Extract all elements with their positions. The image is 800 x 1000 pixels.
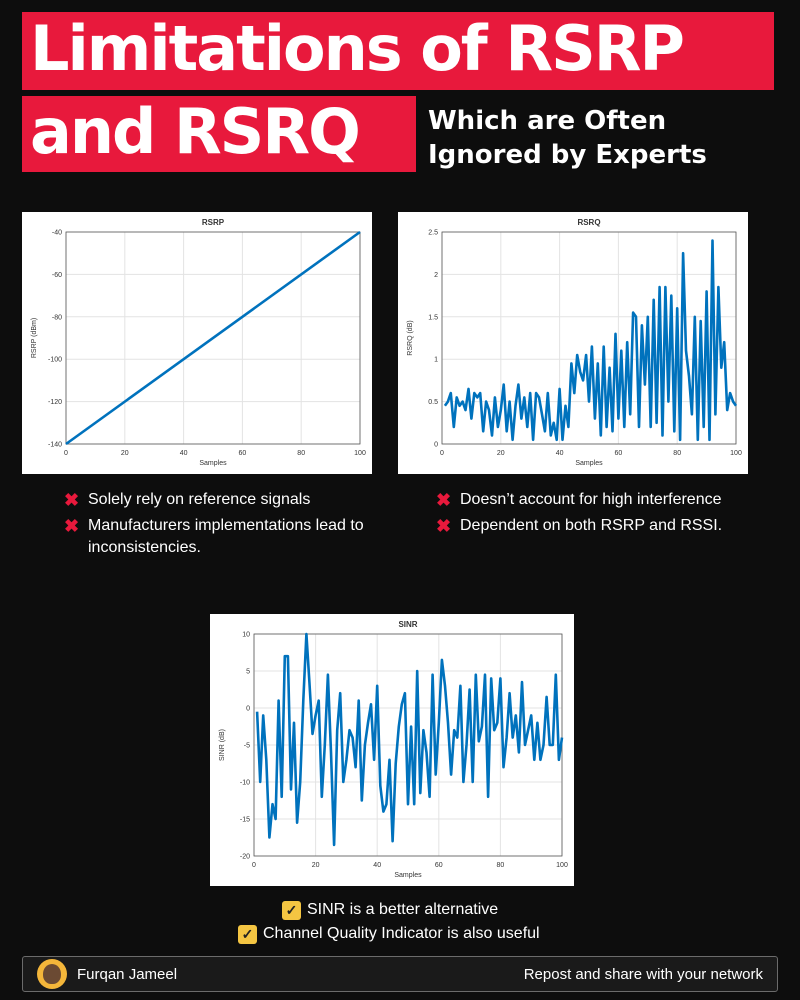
checkbox-icon: ✓ (282, 900, 301, 920)
chart-title: SINR (398, 620, 417, 629)
y-tick-label: -80 (52, 314, 62, 321)
x-tick-label: 80 (297, 450, 305, 457)
title-line-1: Limitations of RSRP (22, 12, 774, 90)
y-tick-label: -40 (52, 230, 62, 237)
x-tick-label: 40 (556, 450, 564, 457)
y-tick-label: -20 (240, 854, 250, 861)
x-tick-label: 40 (373, 862, 381, 869)
x-icon: ✖ (64, 490, 80, 510)
x-tick-label: 100 (556, 862, 568, 869)
plot-frame (441, 231, 737, 445)
y-tick-label: -15 (240, 817, 250, 824)
checkbox-icon: ✓ (238, 924, 257, 944)
y-tick-label: 5 (246, 669, 250, 676)
chart-title: RSRP (202, 218, 225, 227)
y-axis-label: RSRQ (dB) (407, 320, 414, 355)
y-tick-label: 0 (246, 706, 250, 713)
list-item: ✖ Dependent on both RSRP and RSSI. (436, 515, 756, 537)
y-tick-label: 2.5 (428, 230, 438, 237)
x-tick-label: 0 (252, 862, 256, 869)
subtitle: Which are Often Ignored by Experts (428, 106, 707, 170)
x-icon: ✖ (436, 516, 452, 536)
y-axis-label: RSRP (dBm) (31, 318, 38, 358)
list-item: ✖ Solely rely on reference signals (64, 489, 364, 511)
x-icon: ✖ (64, 516, 80, 536)
y-tick-label: 10 (242, 632, 250, 639)
y-tick-label: -5 (244, 743, 250, 750)
list-item: ✓ Channel Quality Indicator is also usefu… (238, 923, 578, 945)
y-tick-label: -10 (240, 780, 250, 787)
x-tick-label: 60 (239, 450, 247, 457)
y-tick-label: -140 (48, 442, 62, 449)
x-axis-label: Samples (394, 872, 422, 879)
check-text: SINR is a better alternative (307, 901, 499, 918)
x-axis-label: Samples (199, 460, 227, 467)
x-tick-label: 100 (354, 450, 366, 457)
x-tick-label: 80 (673, 450, 681, 457)
x-tick-label: 0 (440, 450, 444, 457)
x-tick-label: 100 (730, 450, 742, 457)
title-line-2: and RSRQ (22, 96, 416, 172)
y-tick-label: 0 (434, 442, 438, 449)
x-tick-label: 60 (435, 862, 443, 869)
rsrp-limitations-list: ✖ Solely rely on reference signals ✖ Manuf… (64, 489, 364, 563)
x-tick-label: 0 (64, 450, 68, 457)
y-tick-label: 1.5 (428, 314, 438, 321)
alternatives-list: ✓ SINR is a better alternative ✓ Channel Q… (238, 899, 578, 947)
series-line (255, 632, 564, 847)
rsrp-chart: 0 20 40 60 80 100 -140 -120 -100 -80 -60 -40 RSRP Sam… (22, 212, 372, 474)
y-tick-label: 0.5 (428, 399, 438, 406)
avatar-icon (37, 959, 67, 989)
share-cta: Repost and share with your network (523, 965, 763, 983)
y-axis-label: SINR (dB) (219, 729, 226, 761)
rsrq-limitations-list: ✖ Doesn’t account for high interference ✖… (436, 489, 756, 541)
bullet-text: Manufacturers implementations lead to in… (88, 517, 364, 556)
y-tick-label: -60 (52, 272, 62, 279)
x-tick-label: 20 (312, 862, 320, 869)
y-tick-label: -100 (48, 357, 62, 364)
x-icon: ✖ (436, 490, 452, 510)
list-item: ✓ SINR is a better alternative (282, 899, 578, 921)
sinr-chart: 0 20 40 60 80 100 -20 -15 -10 -5 0 5 10 SINR Samples SI… (210, 614, 574, 886)
x-tick-label: 60 (615, 450, 623, 457)
plot-frame (65, 231, 361, 445)
y-tick-label: 2 (434, 272, 438, 279)
list-item: ✖ Manufacturers implementations lead to i… (64, 515, 364, 559)
x-tick-label: 80 (497, 862, 505, 869)
x-tick-label: 20 (121, 450, 129, 457)
bullet-text: Dependent on both RSRP and RSSI. (460, 517, 723, 534)
check-text: Channel Quality Indicator is also useful (263, 925, 540, 942)
list-item: ✖ Doesn’t account for high interference (436, 489, 756, 511)
footer-bar: Furqan Jameel Repost and share with your… (22, 956, 778, 992)
series-line (443, 239, 738, 442)
chart-title: RSRQ (577, 218, 600, 227)
rsrq-chart: 0 20 40 60 80 100 0 0.5 1 1.5 2 2.5 RSRQ Samples RSRQ … (398, 212, 748, 474)
x-tick-label: 40 (180, 450, 188, 457)
x-tick-label: 20 (497, 450, 505, 457)
x-axis-label: Samples (575, 460, 603, 467)
bullet-text: Solely rely on reference signals (88, 491, 311, 508)
y-tick-label: 1 (434, 357, 438, 364)
y-tick-label: -120 (48, 399, 62, 406)
author-name: Furqan Jameel (77, 965, 178, 983)
bullet-text: Doesn’t account for high interference (460, 491, 722, 508)
series-line (65, 230, 361, 446)
